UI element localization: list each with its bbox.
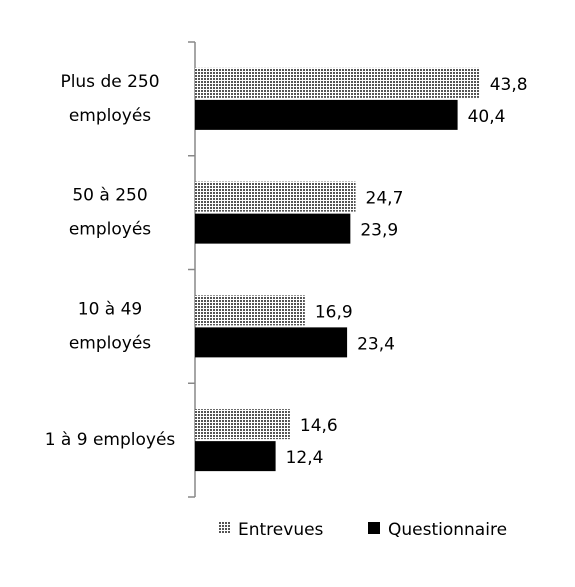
legend-label: Questionnaire [388, 520, 507, 540]
y-tick-label: Plus de 250 [60, 72, 159, 92]
value-label: 14,6 [300, 416, 338, 436]
value-label: 16,9 [315, 302, 353, 322]
value-label: 23,9 [360, 221, 398, 241]
y-tick-label: 1 à 9 employés [45, 430, 176, 450]
value-label: 23,4 [357, 334, 395, 354]
value-label: 40,4 [468, 107, 506, 127]
bar [195, 409, 290, 440]
y-tick-label: 50 à 250 [72, 186, 147, 206]
legend-swatch [218, 522, 230, 534]
legend-label: Entrevues [238, 520, 324, 540]
bar [195, 181, 356, 212]
y-tick-label: employés [69, 220, 151, 240]
value-label: 43,8 [490, 75, 528, 95]
y-tick-label: employés [69, 333, 151, 353]
value-label: 12,4 [286, 448, 324, 468]
bar [195, 327, 348, 358]
bar [195, 67, 480, 98]
bar [195, 441, 276, 472]
y-tick-label: 10 à 49 [78, 299, 143, 319]
bar [195, 295, 305, 326]
bar [195, 213, 351, 244]
legend-swatch [368, 522, 380, 534]
value-label: 24,7 [366, 189, 404, 209]
y-tick-label: employés [69, 106, 151, 126]
bar [195, 99, 458, 130]
